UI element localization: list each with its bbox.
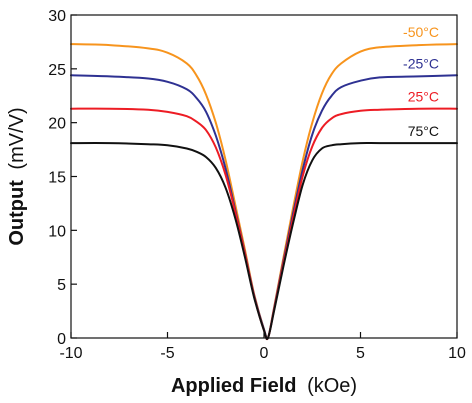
series-line-1: [70, 74, 458, 340]
y-axis-title-bold: Output: [6, 180, 28, 246]
y-tick-label-5: 25: [48, 62, 66, 79]
series-label-0: -50°C: [403, 24, 439, 40]
y-tick-label-1: 5: [57, 277, 66, 294]
series-layer: [70, 43, 458, 341]
y-tick-label-2: 10: [48, 223, 66, 240]
y-tick-label-4: 20: [48, 116, 66, 133]
series-line-3: [70, 142, 458, 340]
x-tick-label-0: -10: [59, 345, 82, 362]
y-tick-label-6: 30: [48, 8, 66, 25]
y-tick-label-3: 15: [48, 170, 66, 187]
series-label-3: 75°C: [408, 123, 439, 139]
x-axis-title-bold: Applied Field: [171, 375, 297, 397]
x-tick-label-1: -5: [160, 345, 174, 362]
series-line-0: [70, 43, 458, 341]
y-tick-label-0: 0: [57, 331, 66, 348]
y-axis-title: Output (mV/V): [6, 107, 28, 245]
x-tick-label-3: 5: [356, 345, 365, 362]
x-tick-label-2: 0: [260, 345, 269, 362]
series-label-2: 25°C: [408, 89, 439, 105]
y-axis-title-unit: (mV/V): [6, 107, 28, 169]
series-label-1: -25°C: [403, 55, 439, 71]
x-axis-title-unit: (kOe): [307, 375, 357, 397]
x-axis-title: Applied Field (kOe): [171, 375, 357, 397]
series-labels: -50°C -25°C 25°C 75°C: [403, 24, 439, 139]
ticks-layer: -10 -5 0 5 10 0 5 10 15 20 25 30: [48, 8, 466, 362]
x-tick-label-4: 10: [448, 345, 466, 362]
plot-frame: [70, 14, 458, 339]
